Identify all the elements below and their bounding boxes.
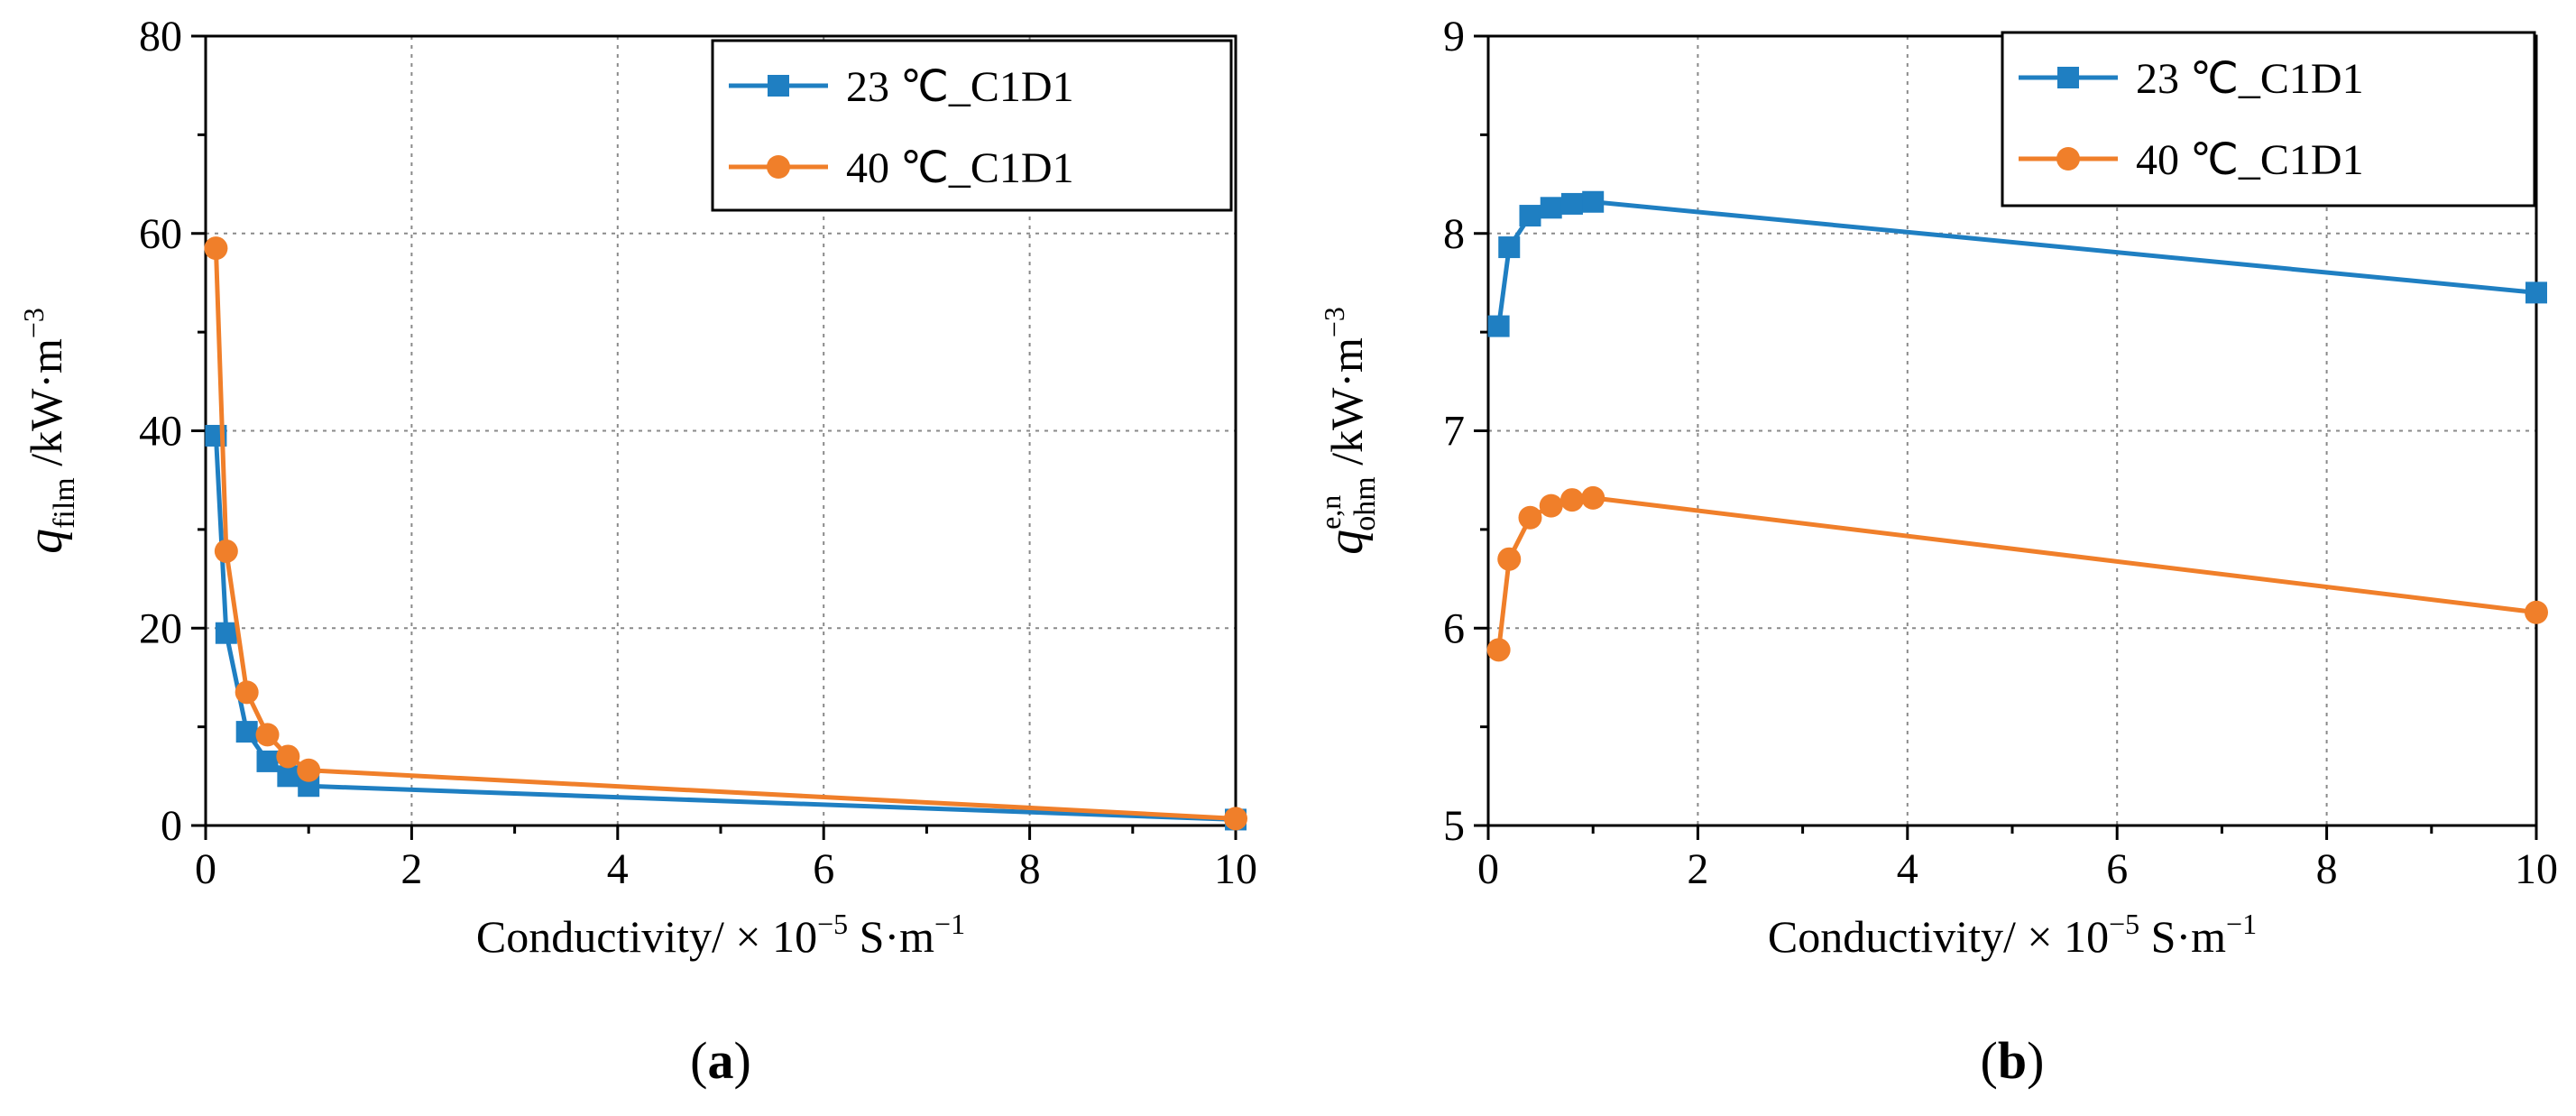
x-axis-title-main: Conductivity/ × 10 <box>476 911 817 962</box>
legend: 23 ℃_C1D1 40 ℃_C1D1 <box>2001 31 2536 208</box>
y-tick-label: 20 <box>139 604 182 652</box>
y-tick-label: 40 <box>139 408 182 456</box>
y-axis-title-subscript: ohm <box>1348 476 1382 530</box>
legend-marker-square <box>768 75 789 97</box>
data-point-circle <box>1539 493 1563 518</box>
panel-label-close-paren: ) <box>734 1031 751 1090</box>
y-tick-label: 60 <box>139 210 182 258</box>
panel-label: (b) <box>1981 1031 2045 1090</box>
data-point-circle <box>214 539 238 563</box>
x-tick-label: 8 <box>2316 845 2338 893</box>
data-point-circle <box>2525 600 2548 624</box>
data-point-square <box>2525 281 2547 304</box>
x-tick-label: 4 <box>607 845 629 893</box>
data-point-circle <box>1497 547 1522 571</box>
x-axis-title-exponent: −5 <box>817 908 848 940</box>
x-tick-label: 10 <box>1214 845 1257 893</box>
y-axis-title-unit: /kW·m <box>21 338 71 477</box>
legend-box <box>711 39 1233 212</box>
y-axis-title-unit-exponent: −3 <box>1318 307 1350 337</box>
data-point-square <box>215 622 237 644</box>
legend-label: 40 ℃_C1D1 <box>846 144 1074 192</box>
x-axis-title-unit-exponent: −1 <box>934 908 965 940</box>
data-point-circle <box>204 236 228 261</box>
data-point-circle <box>255 723 280 747</box>
y-tick-label: 8 <box>1443 210 1465 258</box>
panel-label: (a) <box>690 1031 751 1090</box>
x-tick-label: 0 <box>195 845 216 893</box>
panel-label-close-paren: ) <box>2027 1031 2044 1090</box>
x-tick-label: 2 <box>1687 845 1708 893</box>
y-axis-title-symbol: q <box>1318 530 1374 555</box>
y-axis-title-unit: /kW·m <box>1321 337 1372 476</box>
data-point-circle <box>1559 488 1584 512</box>
x-tick-label: 6 <box>2106 845 2128 893</box>
y-axis-title: qe,nohm /kW·m−3 <box>1314 307 1382 555</box>
series-line-2 <box>1496 495 2537 650</box>
y-axis-title-symbol: q <box>17 529 73 554</box>
series-line-2 <box>213 248 1237 821</box>
y-tick-label: 0 <box>161 802 182 850</box>
x-axis-title-main: Conductivity/ × 10 <box>1768 911 2109 962</box>
y-axis-title-subscript: film <box>48 477 81 529</box>
data-point-circle <box>235 680 259 705</box>
x-tick-label: 4 <box>1897 845 1918 893</box>
legend-label: 23 ℃_C1D1 <box>2136 55 2364 103</box>
y-axis-title-unit-exponent: −3 <box>17 308 50 338</box>
series-line-1 <box>1496 199 2537 327</box>
x-tick-label: 8 <box>1019 845 1041 893</box>
x-axis-title: Conductivity/ × 10−5 S·m−1 <box>476 908 965 962</box>
data-point-square <box>1487 315 1510 337</box>
legend-marker-circle <box>2056 147 2080 171</box>
panel-label-open-paren: ( <box>1981 1031 1998 1090</box>
chart-panel-a: 0 2 4 6 8 10 0 20 40 60 80 Conductivity/ × 10−5 S·m… <box>17 13 1257 1090</box>
data-point-square <box>235 721 258 743</box>
panel-label-open-paren: ( <box>690 1031 707 1090</box>
data-point-circle <box>1486 638 1511 662</box>
x-tick-label: 2 <box>400 845 422 893</box>
x-axis-title-unit-exponent: −1 <box>2226 908 2257 940</box>
legend: 23 ℃_C1D1 40 ℃_C1D1 <box>711 39 1233 212</box>
x-tick-label: 10 <box>2515 845 2558 893</box>
data-point-circle <box>276 744 300 769</box>
data-point-square <box>1498 236 1521 259</box>
legend-marker-circle <box>767 155 790 179</box>
data-point-circle <box>1581 485 1605 510</box>
x-axis-title-unit: S·m <box>2139 911 2226 962</box>
data-point-square <box>1540 197 1562 219</box>
data-point-square <box>1582 190 1605 213</box>
data-point-circle <box>1518 505 1542 530</box>
x-axis-title-exponent: −5 <box>2109 908 2139 940</box>
x-tick-label: 6 <box>813 845 834 893</box>
legend-label: 40 ℃_C1D1 <box>2136 136 2364 184</box>
data-point-square <box>1560 192 1583 215</box>
y-tick-label: 9 <box>1443 13 1465 60</box>
legend-marker-square <box>2057 67 2079 88</box>
x-tick-label: 0 <box>1477 845 1499 893</box>
y-tick-label: 6 <box>1443 604 1465 652</box>
chart-panel-b: 0 2 4 6 8 10 5 6 7 8 9 Conductivity/ × 10−5 S·m−1 qe… <box>1314 13 2558 1090</box>
y-tick-label: 7 <box>1443 408 1465 456</box>
data-point-square <box>256 750 279 772</box>
y-tick-label: 5 <box>1443 802 1465 850</box>
data-point-circle <box>297 758 321 782</box>
panel-label-letter: b <box>1998 1031 2027 1090</box>
x-axis-title: Conductivity/ × 10−5 S·m−1 <box>1768 908 2257 962</box>
data-point-square <box>277 765 299 788</box>
panel-label-letter: a <box>708 1031 734 1090</box>
y-axis-title-superscript: e,n <box>1314 495 1347 530</box>
data-point-circle <box>1224 807 1247 831</box>
x-axis-title-unit: S·m <box>848 911 934 962</box>
data-point-square <box>1519 205 1541 227</box>
y-tick-label: 80 <box>139 13 182 60</box>
legend-box <box>2001 31 2536 208</box>
y-axis-title: qfilm /kW·m−3 <box>17 308 81 554</box>
legend-label: 23 ℃_C1D1 <box>846 63 1074 111</box>
